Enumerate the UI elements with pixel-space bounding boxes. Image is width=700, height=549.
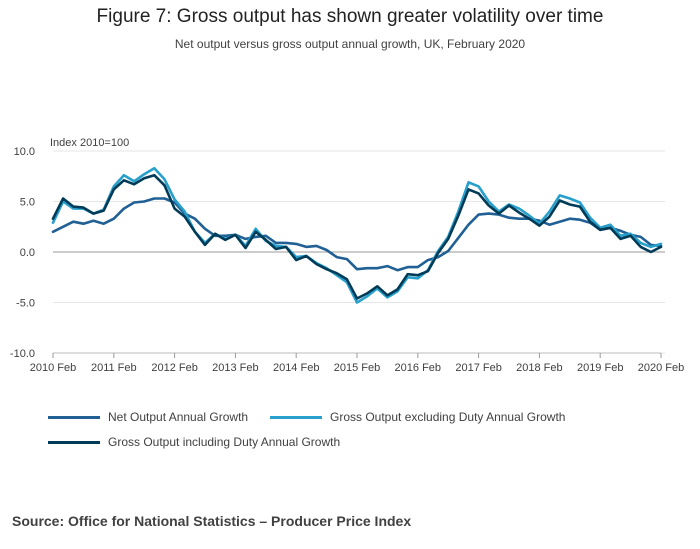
x-tick-label: 2020 Feb <box>638 362 684 374</box>
x-tick-label: 2013 Feb <box>212 362 258 374</box>
series-line-gross-output-inc-duty <box>51 173 663 300</box>
y-tick-label: 0.0 <box>20 247 35 259</box>
legend-item-gross-output-ex-duty[interactable]: Gross Output excluding Duty Annual Growt… <box>270 410 565 424</box>
legend-label-net-output: Net Output Annual Growth <box>108 410 249 424</box>
legend-swatch-gross-output-inc-duty <box>48 440 100 444</box>
source-note: Source: Office for National Statistics –… <box>12 513 412 529</box>
chart-title: Figure 7: Gross output has shown greater… <box>96 6 604 27</box>
x-tick-label: 2010 Feb <box>30 362 76 374</box>
y-tick-label: -10.0 <box>10 348 35 360</box>
legend-label-gross-output-inc-duty: Gross Output including Duty Annual Growt… <box>108 435 341 449</box>
x-tick-label: 2016 Feb <box>395 362 441 374</box>
legend-item-net-output[interactable]: Net Output Annual Growth <box>48 410 248 424</box>
y-axis-label: Index 2010=100 <box>50 137 130 149</box>
y-tick-label: 5.0 <box>20 197 35 209</box>
x-tick-label: 2015 Feb <box>334 362 380 374</box>
x-tick-label: 2012 Feb <box>151 362 197 374</box>
x-tick-label: 2018 Feb <box>516 362 562 374</box>
series-line-gross-output-ex-duty <box>51 166 663 304</box>
legend-label-gross-output-ex-duty: Gross Output excluding Duty Annual Growt… <box>330 410 566 424</box>
x-tick-label: 2011 Feb <box>91 362 137 374</box>
x-tick-label: 2014 Feb <box>273 362 319 374</box>
x-tick-label: 2017 Feb <box>455 362 501 374</box>
chart-subtitle: Net output versus gross output annual gr… <box>174 37 526 51</box>
legend-swatch-gross-output-ex-duty <box>270 415 322 419</box>
y-tick-label: 10.0 <box>14 146 35 158</box>
series-line-net-output <box>51 197 663 272</box>
x-tick-label: 2019 Feb <box>577 362 623 374</box>
legend-swatch-net-output <box>48 415 100 419</box>
y-tick-label: -5.0 <box>16 298 35 310</box>
legend-item-gross-output-inc-duty[interactable]: Gross Output including Duty Annual Growt… <box>48 435 340 449</box>
